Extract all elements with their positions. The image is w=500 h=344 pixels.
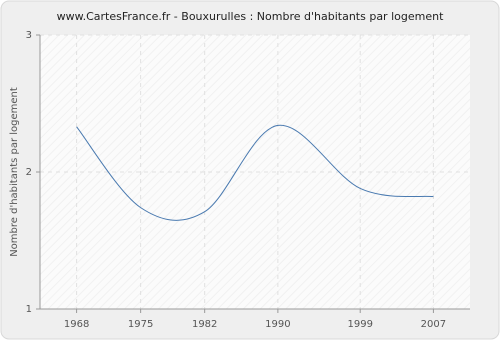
y-tick-label: 1 xyxy=(26,304,32,315)
x-tick-label: 1968 xyxy=(64,319,89,330)
x-tick-label: 2007 xyxy=(421,319,446,330)
y-axis-label: Nombre d'habitants par logement xyxy=(9,87,20,257)
x-tick-label: 1990 xyxy=(265,319,290,330)
x-tick-label: 1982 xyxy=(192,319,217,330)
x-tick-label: 1999 xyxy=(347,319,372,330)
y-tick-label: 2 xyxy=(26,167,32,178)
line xyxy=(76,124,434,221)
x-tick-label: 1975 xyxy=(128,319,153,330)
chart-title: www.CartesFrance.fr - Bouxurulles : Nomb… xyxy=(57,10,444,23)
plot-area xyxy=(40,35,470,309)
y-tick-label: 3 xyxy=(26,30,32,41)
